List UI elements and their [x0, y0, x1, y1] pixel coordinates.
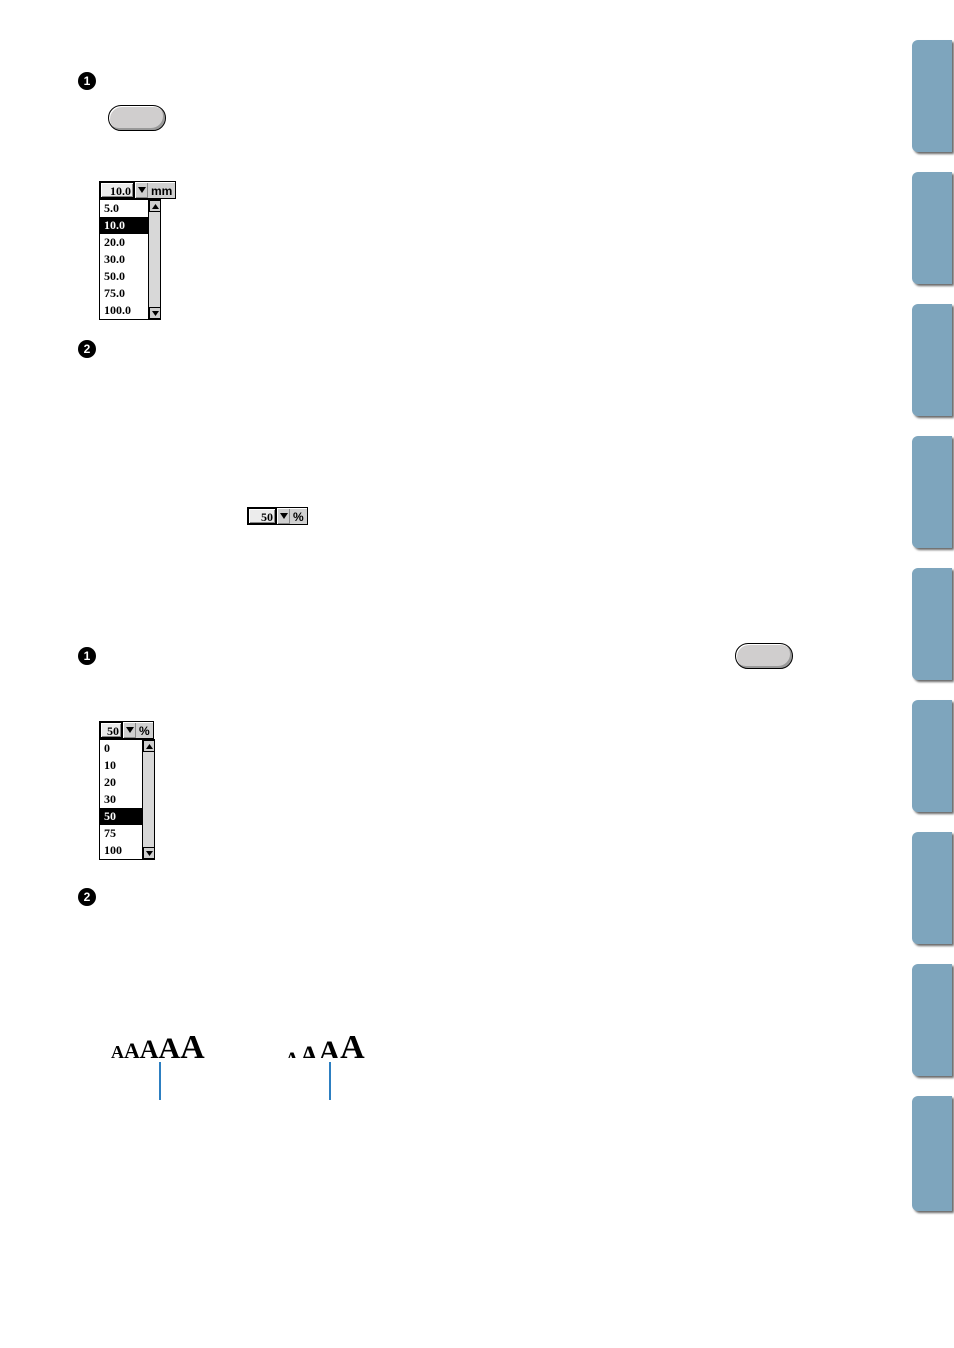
- page-root: 1 10.0 mm 5.010.020.030.050.075.0100.0 2…: [0, 0, 954, 1348]
- size-dropdown-field[interactable]: 10.0 mm: [99, 181, 176, 199]
- percent-dropdown-unit: %: [136, 722, 153, 738]
- step-bullet-1-pct: 1: [78, 647, 96, 665]
- percent-dropdown-list[interactable]: 01020305075100: [99, 739, 155, 860]
- side-tab[interactable]: [912, 700, 952, 812]
- percent-inline-arrow-button[interactable]: [276, 508, 290, 524]
- percent-dropdown[interactable]: 50 % 01020305075100: [99, 721, 155, 860]
- side-tab[interactable]: [912, 568, 952, 680]
- percent-dropdown-arrow-button[interactable]: [122, 722, 136, 738]
- percent-inline-value[interactable]: 50: [248, 508, 276, 524]
- side-tab[interactable]: [912, 172, 952, 284]
- svg-text:A: A: [284, 1047, 300, 1072]
- text-line-effect-figure: AAAAAAAAAA: [105, 1010, 385, 1115]
- scroll-up-button[interactable]: [149, 200, 161, 212]
- percent-dropdown-field[interactable]: 50 %: [99, 721, 154, 739]
- side-tabs: [912, 40, 954, 1211]
- chevron-down-icon: [280, 513, 288, 519]
- chevron-down-icon: [146, 851, 153, 856]
- percent-inline-field[interactable]: 50 %: [247, 507, 308, 526]
- size-dropdown-arrow-button[interactable]: [134, 182, 148, 198]
- svg-text:A: A: [300, 1041, 319, 1070]
- svg-text:A: A: [159, 1032, 181, 1065]
- side-tab[interactable]: [912, 436, 952, 548]
- size-dropdown-list[interactable]: 5.010.020.030.050.075.0100.0: [99, 199, 161, 320]
- size-dropdown-scrollbar[interactable]: [148, 200, 160, 319]
- chevron-down-icon: [126, 727, 134, 733]
- side-tab[interactable]: [912, 40, 952, 152]
- chevron-up-icon: [152, 204, 159, 209]
- size-dropdown-unit: mm: [148, 182, 175, 198]
- percent-dropdown-scrollbar[interactable]: [142, 740, 154, 859]
- svg-text:A: A: [180, 1029, 205, 1066]
- side-tab[interactable]: [912, 1096, 952, 1211]
- scroll-up-button[interactable]: [143, 740, 155, 752]
- chevron-down-icon: [138, 187, 146, 193]
- svg-text:A: A: [140, 1035, 159, 1064]
- percent-inline-unit: %: [290, 508, 307, 524]
- step-bullet-2-pct: 2: [78, 888, 96, 906]
- chevron-up-icon: [146, 744, 153, 749]
- scroll-down-button[interactable]: [143, 847, 155, 859]
- svg-text:A: A: [111, 1042, 124, 1062]
- scroll-down-button[interactable]: [149, 307, 161, 319]
- size-dropdown[interactable]: 10.0 mm 5.010.020.030.050.075.0100.0: [99, 181, 176, 320]
- size-dropdown-value[interactable]: 10.0: [100, 182, 134, 198]
- side-tab[interactable]: [912, 832, 952, 944]
- step-bullet-1-mm: 1: [78, 72, 96, 90]
- chevron-down-icon: [152, 311, 159, 316]
- percent-dropdown-value[interactable]: 50: [100, 722, 122, 738]
- ref-pill-button-2: [735, 643, 793, 669]
- svg-text:A: A: [271, 1054, 284, 1074]
- side-tab[interactable]: [912, 964, 952, 1076]
- baseline-comparison-svg: AAAAAAAAAA: [105, 1010, 385, 1110]
- ref-pill-button-1: [108, 105, 166, 131]
- svg-text:A: A: [340, 1029, 365, 1066]
- svg-text:A: A: [124, 1038, 140, 1063]
- step-bullet-2-mm: 2: [78, 340, 96, 358]
- side-tab[interactable]: [912, 304, 952, 416]
